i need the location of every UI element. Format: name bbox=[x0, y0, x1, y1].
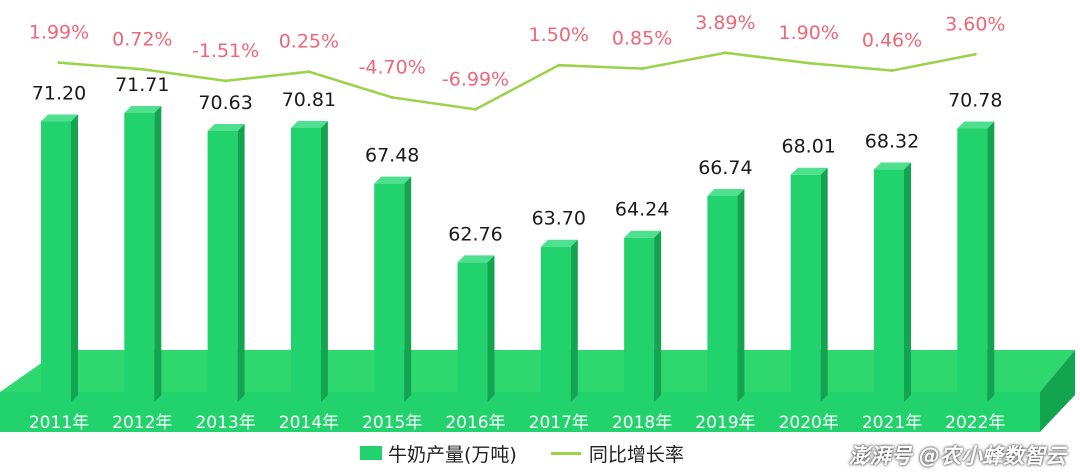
bar-top bbox=[707, 188, 745, 196]
x-tick-label: 2020年 bbox=[779, 413, 839, 433]
growth-point bbox=[57, 61, 61, 65]
bar-side bbox=[904, 162, 911, 402]
bar-value-label: 68.01 bbox=[781, 136, 835, 158]
bar-side bbox=[320, 120, 328, 403]
bar-side bbox=[404, 176, 412, 402]
growth-value-label: 1.90% bbox=[779, 22, 839, 44]
bar-side bbox=[487, 255, 495, 402]
legend-swatch-bar bbox=[360, 446, 382, 460]
bar bbox=[540, 246, 571, 402]
bar-side bbox=[654, 230, 662, 402]
growth-value-label: -6.99% bbox=[442, 68, 509, 90]
growth-point bbox=[307, 70, 311, 74]
bar-side bbox=[570, 239, 578, 402]
growth-value-label: 0.72% bbox=[112, 28, 172, 50]
legend: 牛奶产量(万吨) 同比增长率 bbox=[360, 440, 718, 466]
growth-point bbox=[224, 79, 228, 83]
floor-front bbox=[0, 392, 1040, 432]
bar-top bbox=[957, 121, 995, 129]
bar bbox=[41, 121, 71, 403]
growth-value-label: 1.50% bbox=[529, 24, 589, 46]
growth-point bbox=[390, 95, 394, 99]
bar bbox=[207, 130, 238, 402]
bar-value-label: 66.74 bbox=[698, 157, 752, 179]
bar bbox=[374, 183, 405, 402]
growth-value-label: 0.85% bbox=[612, 28, 672, 50]
bar-value-label: 68.32 bbox=[865, 131, 919, 153]
bar-value-label: 64.24 bbox=[615, 199, 669, 221]
growth-point bbox=[557, 63, 561, 67]
legend-label-production: 牛奶产量(万吨) bbox=[388, 443, 517, 466]
growth-value-label: -4.70% bbox=[359, 56, 426, 78]
growth-value-label: 1.99% bbox=[29, 22, 89, 44]
bar-top bbox=[124, 105, 162, 113]
bar-value-label: 70.78 bbox=[948, 89, 1002, 111]
bar-value-label: 70.81 bbox=[282, 89, 336, 111]
x-tick-label: 2017年 bbox=[529, 413, 589, 433]
x-tick-label: 2012年 bbox=[112, 413, 172, 433]
bar bbox=[874, 169, 904, 402]
growth-point bbox=[973, 52, 977, 56]
bar-side bbox=[237, 123, 245, 402]
legend-item-growth: 同比增长率 bbox=[550, 440, 684, 467]
x-tick-label: 2015年 bbox=[362, 413, 422, 433]
x-tick-label: 2018年 bbox=[612, 413, 672, 433]
growth-point bbox=[640, 67, 644, 71]
growth-point bbox=[140, 67, 144, 71]
bar bbox=[290, 127, 321, 403]
bar-value-label: 71.20 bbox=[32, 82, 86, 104]
bar-side bbox=[987, 121, 995, 402]
legend-swatch-line bbox=[550, 451, 581, 455]
bar bbox=[707, 195, 738, 402]
bar-top bbox=[374, 176, 412, 184]
bar-top bbox=[207, 123, 245, 131]
bar-top bbox=[457, 255, 495, 263]
x-tick-label: 2014年 bbox=[279, 413, 339, 433]
growth-line bbox=[58, 51, 976, 111]
bar bbox=[124, 112, 155, 403]
bar-top bbox=[874, 162, 911, 170]
bar bbox=[957, 128, 988, 402]
source-watermark: 澎湃号 @农小蜂数智云 bbox=[848, 444, 1066, 468]
bar-value-label: 67.48 bbox=[365, 145, 419, 167]
bar-side bbox=[737, 188, 745, 402]
x-tick-label: 2021年 bbox=[862, 413, 922, 433]
floor-side bbox=[1040, 350, 1075, 432]
bar-value-label: 71.71 bbox=[115, 74, 169, 96]
legend-label-growth: 同比增长率 bbox=[588, 443, 684, 466]
bar-value-label: 63.70 bbox=[532, 208, 586, 230]
bar-top bbox=[624, 230, 662, 238]
x-tick-label: 2022年 bbox=[945, 413, 1005, 433]
bar-value-label: 62.76 bbox=[448, 223, 502, 245]
growth-value-label: -1.51% bbox=[192, 40, 259, 62]
bar-top bbox=[290, 120, 328, 128]
growth-point bbox=[474, 107, 477, 111]
growth-value-label: 3.60% bbox=[945, 13, 1005, 35]
growth-point bbox=[807, 61, 811, 65]
x-tick-label: 2016年 bbox=[445, 413, 505, 433]
bar-side bbox=[154, 105, 162, 403]
bar-top bbox=[540, 239, 578, 247]
x-tick-label: 2011年 bbox=[29, 413, 89, 433]
bar-side bbox=[71, 114, 78, 403]
growth-value-label: 3.89% bbox=[695, 12, 755, 34]
bar-top bbox=[790, 167, 828, 175]
x-tick-label: 2019年 bbox=[695, 413, 755, 433]
growth-point bbox=[890, 69, 894, 73]
bar-side bbox=[820, 167, 828, 402]
bar bbox=[457, 262, 488, 402]
bar-top bbox=[41, 114, 78, 122]
bar bbox=[624, 237, 655, 402]
growth-value-label: 0.46% bbox=[862, 30, 922, 52]
bar-value-label: 70.63 bbox=[198, 92, 252, 114]
x-tick-label: 2013年 bbox=[195, 413, 255, 433]
legend-item-production: 牛奶产量(万吨) bbox=[360, 440, 517, 467]
growth-value-label: 0.25% bbox=[279, 31, 339, 53]
growth-point bbox=[723, 51, 727, 55]
bar bbox=[790, 174, 821, 402]
